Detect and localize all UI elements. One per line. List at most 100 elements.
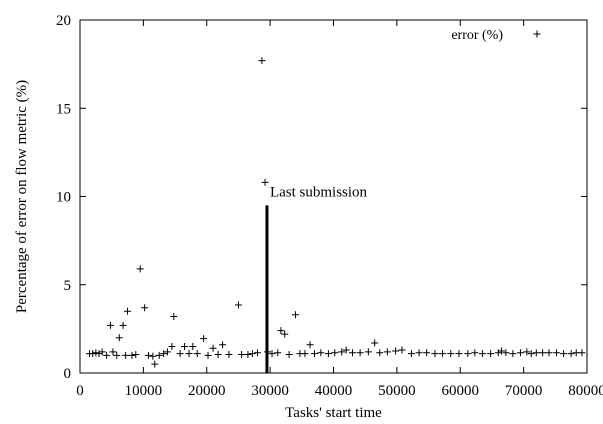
data-point xyxy=(407,350,415,358)
data-point xyxy=(356,349,364,357)
data-points xyxy=(86,57,586,368)
data-point xyxy=(516,349,524,357)
y-tick-label: 10 xyxy=(56,190,71,206)
data-point xyxy=(455,350,463,358)
legend: error (%) xyxy=(451,28,541,43)
data-point xyxy=(248,350,256,358)
data-point xyxy=(532,349,540,357)
y-tick-label: 0 xyxy=(64,366,72,382)
data-point xyxy=(349,349,357,357)
data-point xyxy=(277,327,285,335)
data-point xyxy=(291,311,299,319)
data-point xyxy=(301,350,309,358)
data-point xyxy=(539,349,547,357)
data-point xyxy=(527,350,535,358)
data-point xyxy=(95,350,103,358)
data-point xyxy=(268,350,276,358)
data-point xyxy=(324,350,332,358)
data-point xyxy=(274,349,282,357)
data-point xyxy=(170,313,178,321)
data-point xyxy=(371,339,379,347)
data-point xyxy=(144,351,152,359)
data-point xyxy=(181,343,189,351)
data-point xyxy=(523,348,531,356)
data-point xyxy=(567,350,575,358)
data-point xyxy=(338,348,346,356)
data-point xyxy=(103,351,111,359)
data-point xyxy=(331,349,339,357)
data-point xyxy=(478,350,486,358)
data-point xyxy=(258,57,266,65)
data-point xyxy=(471,349,479,357)
data-point xyxy=(253,349,261,357)
data-point xyxy=(155,351,163,359)
data-point xyxy=(113,351,121,359)
data-point xyxy=(132,350,140,358)
data-point xyxy=(98,348,106,356)
x-tick-label: 60000 xyxy=(442,383,480,399)
data-point xyxy=(189,343,197,351)
x-tick-label: 50000 xyxy=(378,383,416,399)
data-point xyxy=(185,350,193,358)
data-point xyxy=(392,347,400,355)
data-point xyxy=(168,343,176,351)
data-point xyxy=(509,350,517,358)
data-point xyxy=(244,350,252,358)
data-point xyxy=(225,350,233,358)
y-tick-label: 5 xyxy=(64,278,72,294)
data-point xyxy=(141,304,149,312)
data-point xyxy=(553,349,561,357)
axis-tick-labels: 0 10000 20000 30000 40000 50000 60000 70000 8000… xyxy=(56,13,603,399)
x-tick-label: 10000 xyxy=(125,383,163,399)
data-point xyxy=(149,352,157,360)
x-tick-label: 0 xyxy=(76,383,84,399)
data-point xyxy=(151,360,159,368)
data-point xyxy=(122,351,130,359)
legend-marker xyxy=(533,30,541,38)
y-tick-label: 20 xyxy=(56,13,71,29)
data-point xyxy=(398,346,406,354)
data-point xyxy=(560,350,568,358)
data-point xyxy=(502,349,510,357)
x-tick-label: 40000 xyxy=(315,383,353,399)
x-tick-label: 30000 xyxy=(251,383,289,399)
data-point xyxy=(128,351,136,359)
x-axis-label: Tasks' start time xyxy=(285,405,382,421)
data-point xyxy=(109,348,117,356)
data-point xyxy=(439,350,447,358)
data-point xyxy=(310,350,318,358)
data-point xyxy=(234,301,242,309)
data-point xyxy=(317,349,325,357)
data-point xyxy=(92,349,100,357)
data-point xyxy=(431,350,439,358)
data-point xyxy=(238,350,246,358)
data-point xyxy=(124,307,132,315)
x-tick-label: 70000 xyxy=(505,383,543,399)
data-point xyxy=(136,265,144,273)
data-point xyxy=(119,321,127,329)
y-tick-label: 15 xyxy=(56,101,71,117)
last-submission-label: Last submission xyxy=(270,184,368,200)
data-point xyxy=(163,348,171,356)
data-point xyxy=(545,349,553,357)
axis-ticks xyxy=(79,19,588,374)
data-point xyxy=(447,350,455,358)
data-point xyxy=(106,321,114,329)
data-point xyxy=(376,349,384,357)
y-axis-label: Percentage of error on flow metric (%) xyxy=(14,80,30,313)
data-point xyxy=(281,330,289,338)
data-point xyxy=(306,341,314,349)
data-point xyxy=(89,350,97,358)
data-point xyxy=(494,349,502,357)
data-point xyxy=(193,350,201,358)
data-point xyxy=(285,350,293,358)
data-point xyxy=(364,348,372,356)
x-tick-label: 80000 xyxy=(568,383,603,399)
data-point xyxy=(214,350,222,358)
legend-plus-marker xyxy=(533,30,541,38)
x-tick-label: 20000 xyxy=(188,383,226,399)
data-point xyxy=(487,350,495,358)
data-point xyxy=(115,334,123,342)
data-point xyxy=(176,350,184,358)
